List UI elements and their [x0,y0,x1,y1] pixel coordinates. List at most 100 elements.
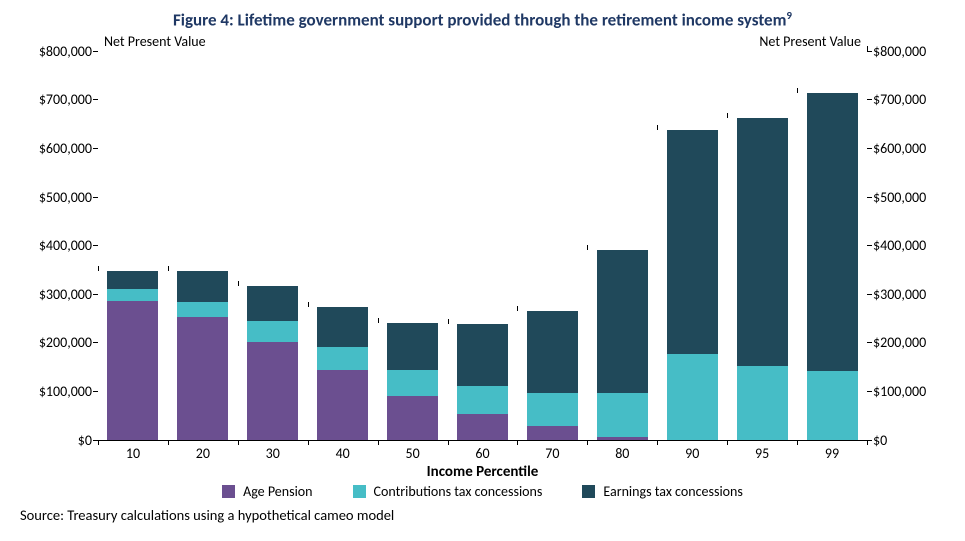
bar-segment-age_pension [597,437,648,439]
bar-segment-contrib [807,371,858,439]
bar-segment-earnings [247,286,298,321]
legend: Age Pension Contributions tax concessions… [20,483,945,500]
legend-item: Contributions tax concessions [353,483,543,500]
bar [597,250,648,440]
chart-container: Figure 4: Lifetime government support pr… [0,0,965,541]
bar-segment-earnings [737,118,788,366]
bar-segment-earnings [177,271,228,303]
plot-row: $800,000$700,000$600,000$500,000$400,000… [20,51,945,441]
bars-group [98,51,867,440]
y-tick-label: $400,000 [20,237,98,254]
bar-segment-earnings [317,307,368,347]
bar-slot [168,271,238,440]
x-axis-title: Income Percentile [20,463,945,481]
bar-slot [727,118,797,440]
bar-segment-contrib [457,386,508,414]
bar-slot [587,250,657,440]
y-tick-label: $200,000 [867,334,945,351]
bar-slot [657,130,727,440]
bar-segment-age_pension [527,426,578,440]
legend-label: Age Pension [243,483,312,500]
bar [177,271,228,440]
y-tick-label: $700,000 [867,91,945,108]
y-axis-left: $800,000$700,000$600,000$500,000$400,000… [20,51,98,441]
bar [737,118,788,440]
y-tick-label: $200,000 [20,334,98,351]
y-tick-label: $400,000 [867,237,945,254]
bar-slot [797,93,867,440]
bar-segment-age_pension [247,342,298,440]
x-tick-label: 99 [797,441,867,463]
x-tick-label: 40 [308,441,378,463]
bar-segment-contrib [317,347,368,370]
legend-swatch [353,485,366,498]
bar-slot [98,271,168,439]
bar-segment-age_pension [317,370,368,439]
bar-segment-age_pension [457,414,508,439]
y-tick-label: $300,000 [20,286,98,303]
bar-slot [448,324,518,440]
x-tick-label: 70 [517,441,587,463]
bar [527,311,578,439]
bar-segment-age_pension [177,317,228,440]
bar-segment-earnings [807,93,858,372]
legend-label: Contributions tax concessions [374,483,543,500]
y-tick-label: $500,000 [867,189,945,206]
x-axis: 1020304050607080909599 [20,441,945,463]
bar-segment-contrib [737,366,788,440]
y-axis-right: $800,000$700,000$600,000$500,000$400,000… [867,51,945,441]
legend-label: Earnings tax concessions [603,483,742,500]
bar-slot [378,323,448,440]
x-tick-label: 10 [98,441,168,463]
bar-segment-contrib [527,393,578,426]
legend-item: Age Pension [222,483,312,500]
bar-segment-earnings [667,130,718,354]
source-text: Source: Treasury calculations using a hy… [20,506,945,524]
bar-segment-contrib [247,321,298,342]
bar-segment-contrib [667,354,718,439]
x-ticks: 1020304050607080909599 [98,441,867,463]
bar-slot [517,311,587,439]
bar-segment-age_pension [107,301,158,440]
bar-segment-contrib [387,370,438,395]
title-text: Figure 4: Lifetime government support pr… [173,10,786,31]
bar-segment-earnings [107,271,158,288]
y-tick-label: $600,000 [20,140,98,157]
y-tick-label: $600,000 [867,140,945,157]
bar [107,271,158,439]
bar-segment-contrib [107,289,158,301]
bar-segment-earnings [387,323,438,371]
bar-segment-contrib [177,302,228,317]
x-tick-label: 80 [587,441,657,463]
bar-segment-earnings [457,324,508,386]
bar-segment-earnings [527,311,578,392]
x-tick-label: 30 [238,441,308,463]
y-axis-title-left: Net Present Value [104,33,206,50]
bar [387,323,438,440]
chart-title: Figure 4: Lifetime government support pr… [20,8,945,31]
plot-area [98,51,867,441]
y-tick-label: $700,000 [20,91,98,108]
x-tick-label: 20 [168,441,238,463]
y-tick-label: $100,000 [20,383,98,400]
bar [457,324,508,440]
x-tick-label: 95 [727,441,797,463]
bar-segment-earnings [597,250,648,394]
legend-swatch [582,485,595,498]
x-tick-label: 90 [657,441,727,463]
bar [807,93,858,440]
x-tick-label: 60 [448,441,518,463]
bar [317,307,368,440]
legend-item: Earnings tax concessions [582,483,742,500]
y-tick-label: $300,000 [867,286,945,303]
bar [247,286,298,440]
bar-segment-contrib [597,393,648,437]
legend-swatch [222,485,235,498]
y-tick-label: $500,000 [20,189,98,206]
y-tick-label: $100,000 [867,383,945,400]
x-tick-label: 50 [378,441,448,463]
title-superscript: 9 [786,8,792,22]
bar [667,130,718,440]
bar-slot [308,307,378,440]
y-axis-titles: Net Present Value Net Present Value [20,33,945,51]
